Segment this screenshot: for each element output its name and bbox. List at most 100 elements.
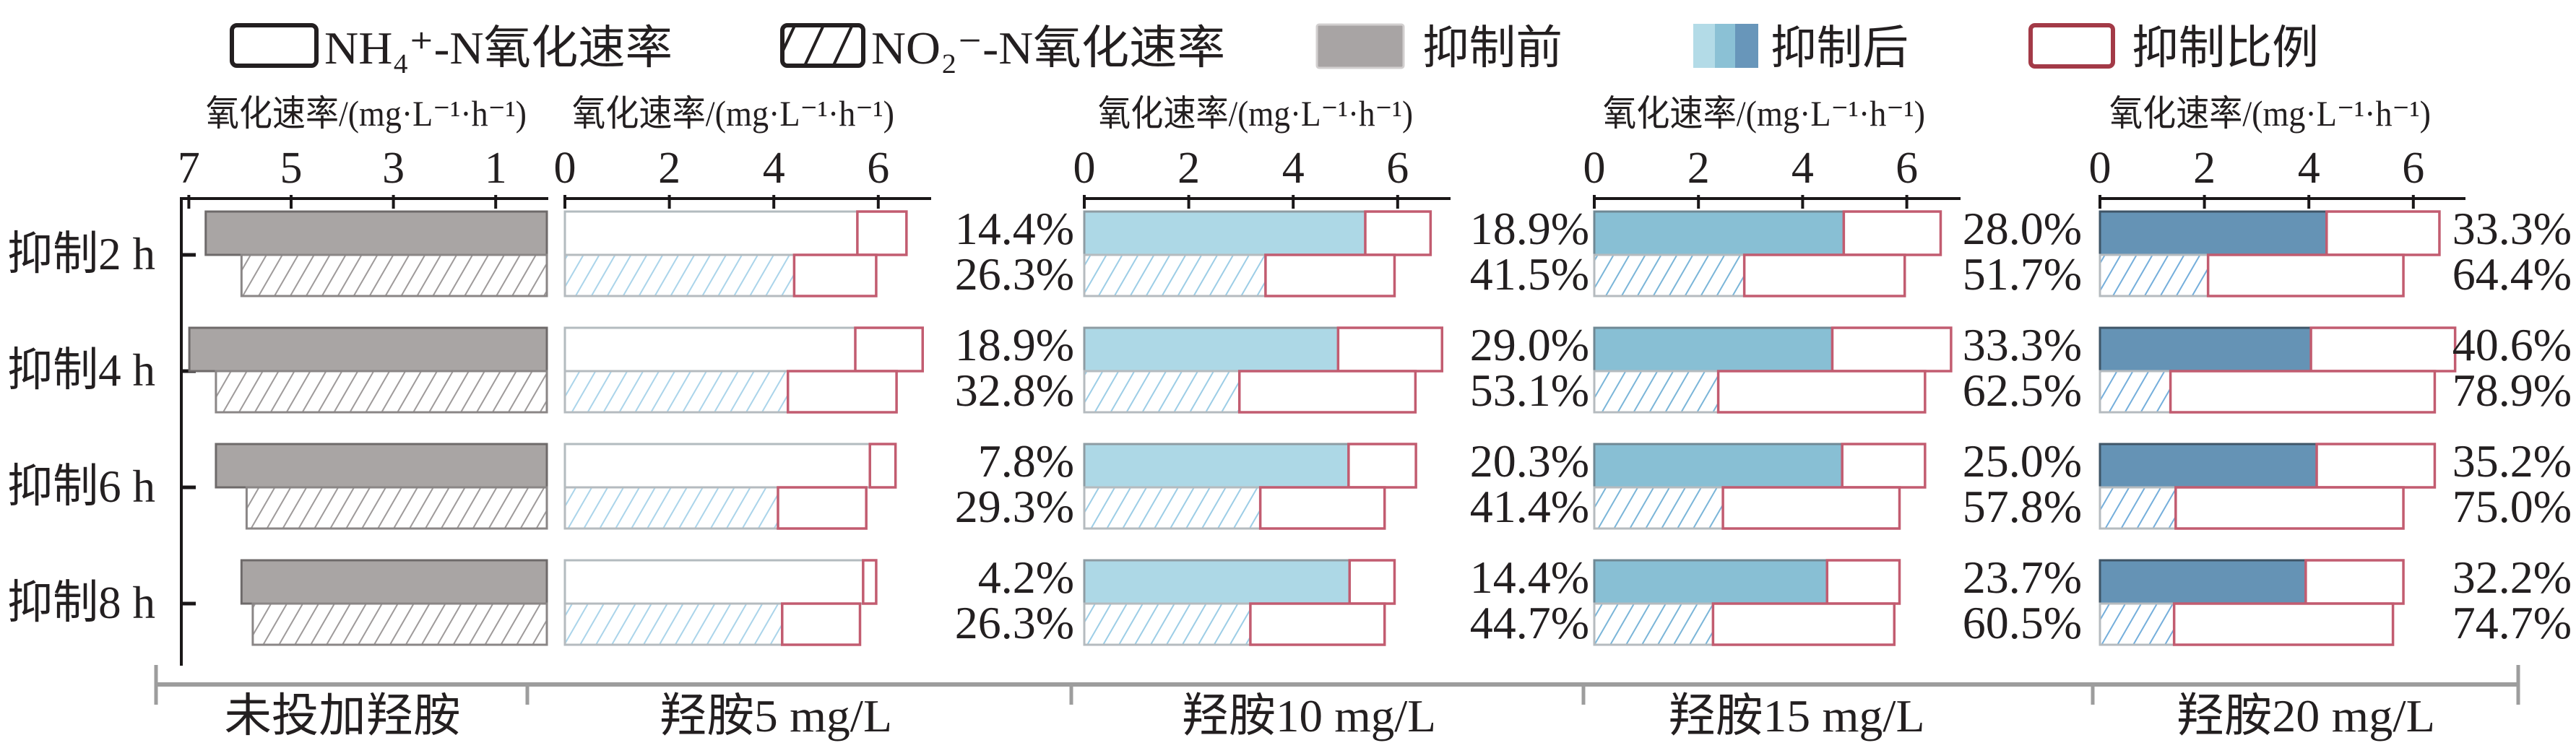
bar-no2-after: [1593, 602, 1714, 646]
x-tick-label: 1: [485, 144, 507, 193]
x-tick-label: 0: [554, 144, 576, 193]
bar-nh4-before: [188, 326, 548, 373]
bar-no2-after: [563, 602, 784, 646]
ratio-label-no2: 26.3%: [955, 597, 1074, 648]
ratio-label-no2: 53.1%: [1470, 365, 1589, 416]
group-label: 未投加羟胺: [225, 690, 461, 742]
legend-label-nh4: NH₄⁺-N氧化速率: [324, 22, 673, 74]
bar-no2-inhibited: [2206, 253, 2405, 297]
bar-nh4-after: [563, 210, 859, 256]
bar-nh4-after: [1083, 326, 1339, 373]
bar-nh4-after: [1593, 326, 1833, 373]
ratio-label-nh4: 20.3%: [1470, 435, 1589, 487]
bar-no2-after: [1593, 370, 1720, 414]
bar-nh4-after: [2099, 443, 2318, 489]
x-tick-label: 7: [178, 144, 200, 193]
ratio-label-no2: 64.4%: [2452, 248, 2572, 300]
x-tick-label: 6: [1896, 144, 1918, 193]
ratio-label-nh4: 33.3%: [2452, 203, 2572, 254]
x-axis-title: 氧化速率/(mg·L⁻¹·h⁻¹): [1098, 93, 1413, 134]
bar-nh4-inhibited: [854, 326, 925, 373]
legend-item-before: 抑制前: [1315, 22, 1563, 74]
bar-nh4-after: [1593, 559, 1828, 605]
bar-no2-after: [563, 486, 779, 530]
panel-0: 7 5 3 1: [178, 144, 548, 646]
bar-no2-after: [563, 253, 795, 297]
legend-item-nh4: NH₄⁺-N氧化速率: [230, 22, 673, 74]
legend-label-no2: NO₂⁻-N氧化速率: [871, 22, 1225, 74]
legend-item-after: 抑制后: [1693, 22, 1909, 74]
group-label: 羟胺10 mg/L: [1182, 690, 1436, 742]
ratio-label-nh4: 14.4%: [1470, 552, 1589, 603]
open-box-icon: [230, 23, 319, 68]
x-axis-title: 氧化速率/(mg·L⁻¹·h⁻¹): [1603, 93, 1925, 134]
bar-no2-before: [245, 486, 548, 530]
bar-nh4-after: [563, 559, 865, 605]
ratio-label-no2: 26.3%: [955, 248, 1074, 300]
bar-nh4-inhibited: [1364, 210, 1432, 256]
bar-no2-after: [1083, 486, 1262, 530]
ratio-label-nh4: 14.4%: [955, 203, 1074, 254]
ratio-label-nh4: 29.0%: [1470, 319, 1589, 370]
bar-nh4-inhibited: [1336, 326, 1444, 373]
ratio-label-nh4: 7.8%: [978, 435, 1074, 487]
plot-area: 7 5 3 1 0 2 4 614.4%26.3%18.9%32.8%7.8%29.3%4.2…: [178, 144, 2572, 648]
bar-no2-after: [1083, 253, 1267, 297]
panel-4: 0 2 4 6 33.3%64.4% 40.6%78.9% 35.2%75.0% 32.2%7…: [2089, 144, 2572, 648]
bar-nh4-inhibited: [1348, 559, 1396, 605]
ratio-label-no2: 41.4%: [1470, 481, 1589, 532]
ratio-label-nh4: 18.9%: [1470, 203, 1589, 254]
group-label: 羟胺5 mg/L: [660, 690, 892, 742]
bar-nh4-inhibited: [1842, 210, 1942, 256]
ratio-label-no2: 60.5%: [1963, 597, 2082, 648]
x-tick-label: 6: [2402, 144, 2424, 193]
bar-no2-inhibited: [777, 486, 868, 530]
group-label: 羟胺20 mg/L: [2177, 690, 2435, 742]
bar-nh4-after: [2099, 210, 2328, 256]
ratio-label-no2: 51.7%: [1963, 248, 2082, 300]
ratio-label-no2: 41.5%: [1470, 248, 1589, 300]
group-bracket: 未投加羟胺 羟胺5 mg/L 羟胺10 mg/L 羟胺15 mg/L 羟胺20 …: [154, 665, 2520, 742]
bar-no2-inhibited: [786, 370, 898, 414]
x-tick-label: 4: [1282, 144, 1305, 193]
blue-shades-icon: [1693, 24, 1758, 68]
panel-3: 0 2 4 6 28.0%51.7% 33.3%62.5% 25.0%57.8% 23.7%6…: [1583, 144, 2083, 648]
bar-no2-inhibited: [1711, 602, 1896, 646]
bar-nh4-after: [1593, 210, 1845, 256]
ratio-label-nh4: 18.9%: [955, 319, 1074, 370]
x-tick-label: 0: [1583, 144, 1606, 193]
bar-nh4-after: [1083, 559, 1351, 605]
bar-nh4-after: [1083, 443, 1350, 489]
ratio-label-nh4: 32.2%: [2452, 552, 2572, 603]
x-tick-label: 0: [2089, 144, 2112, 193]
bar-nh4-after: [563, 326, 857, 373]
bar-no2-inhibited: [1721, 486, 1901, 530]
x-tick-label: 5: [280, 144, 303, 193]
x-tick-label: 2: [1177, 144, 1200, 193]
x-tick-label: 3: [382, 144, 405, 193]
bar-nh4-inhibited: [868, 443, 897, 489]
panel-2: 0 2 4 6 18.9%41.5% 29.0%53.1% 20.3%41.4% 14.4%4…: [1073, 144, 1590, 648]
bar-no2-inhibited: [2174, 486, 2405, 530]
bar-nh4-before: [215, 443, 548, 489]
bar-no2-after: [2099, 602, 2176, 646]
ratio-label-no2: 32.8%: [955, 365, 1074, 416]
bar-nh4-inhibited: [2315, 443, 2437, 489]
x-axis-title: 氧化速率/(mg·L⁻¹·h⁻¹): [572, 93, 894, 134]
bar-no2-inhibited: [2169, 370, 2437, 414]
bar-nh4-after: [2099, 559, 2307, 605]
ratio-label-no2: 75.0%: [2452, 481, 2572, 532]
bar-nh4-inhibited: [2325, 210, 2441, 256]
bar-nh4-inhibited: [856, 210, 908, 256]
ratio-label-nh4: 33.3%: [1963, 319, 2082, 370]
category-label: 抑制6 h: [7, 461, 155, 512]
bar-nh4-after: [2099, 326, 2312, 373]
bar-no2-inhibited: [2172, 602, 2395, 646]
x-axis-title: 氧化速率/(mg·L⁻¹·h⁻¹): [2109, 93, 2431, 134]
bar-nh4-after: [563, 443, 871, 489]
bar-nh4-after: [1083, 210, 1367, 256]
ratio-label-no2: 29.3%: [955, 481, 1074, 532]
x-tick-label: 6: [1386, 144, 1409, 193]
hatched-box-icon: [780, 23, 865, 68]
bar-no2-inhibited: [1258, 486, 1386, 530]
